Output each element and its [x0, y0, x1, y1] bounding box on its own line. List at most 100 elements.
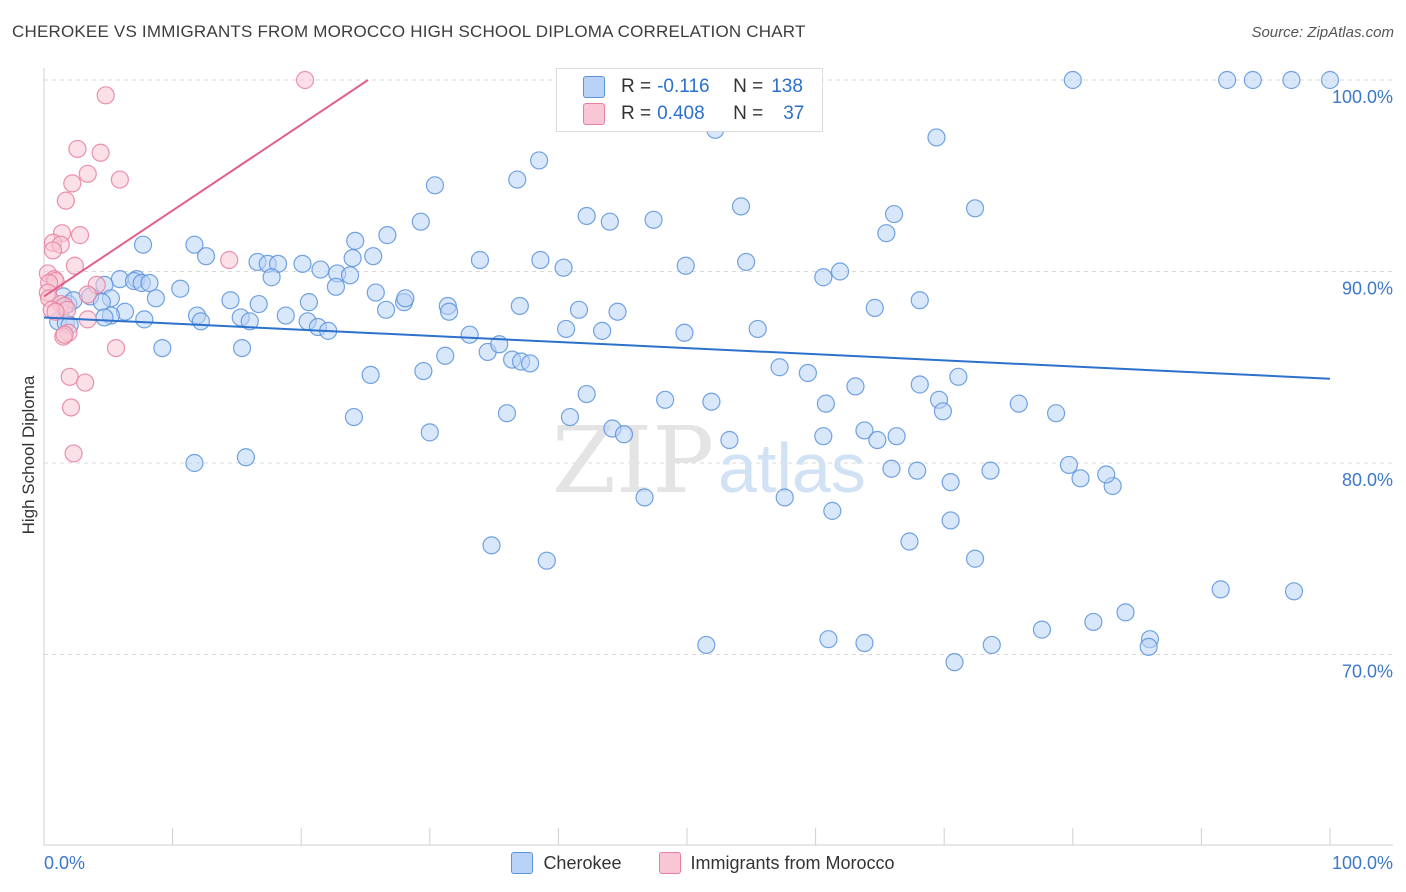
cherokee-point [577, 384, 596, 404]
r-value-morocco: 0.408 [657, 103, 705, 124]
cherokee-point [364, 247, 383, 266]
cherokee-point [1211, 580, 1230, 599]
cherokee-point [554, 258, 573, 277]
cherokee-point [941, 473, 960, 492]
cherokee-point [378, 226, 397, 245]
cherokee-point [775, 488, 794, 507]
cherokee-point [965, 199, 985, 218]
cherokee-point [537, 551, 556, 570]
n-label: N = [733, 103, 764, 124]
morocco-point [60, 367, 79, 386]
cherokee-point [293, 254, 312, 273]
r-value-cherokee: -0.116 [657, 76, 710, 97]
cherokee-point [910, 291, 929, 310]
cherokee-point [346, 231, 365, 250]
cherokee-point [855, 421, 874, 440]
cherokee-point [133, 235, 153, 254]
morocco-point [91, 143, 110, 162]
cherokee-point [460, 325, 479, 344]
cherokee-point [439, 302, 459, 321]
cherokee-point [1218, 70, 1237, 90]
cherokee-point [1139, 637, 1158, 656]
points-layer [38, 70, 1340, 672]
morocco-point [76, 373, 95, 392]
cherokee-point [697, 635, 716, 655]
watermark: ZIP atlas [552, 407, 866, 514]
chart-source: Source: ZipAtlas.com [1251, 24, 1394, 41]
morocco-point [63, 174, 82, 193]
cherokee-point [846, 377, 865, 396]
cherokee-point [1243, 70, 1262, 90]
n-label: N = [733, 76, 764, 97]
cherokee-point [146, 289, 165, 308]
x-tick-label: 100.0% [1332, 853, 1393, 873]
cherokee-point [153, 339, 172, 358]
cherokee-point [945, 653, 964, 672]
cherokee-point [593, 321, 612, 340]
cherokee-point [530, 151, 549, 170]
cherokee-point [720, 430, 739, 450]
cherokee-point [819, 630, 838, 649]
cherokee-point [236, 448, 256, 467]
cherokee-point [614, 425, 634, 444]
cherokee-point [798, 363, 817, 383]
cherokee-point [171, 279, 190, 298]
cherokee-point [411, 212, 430, 231]
morocco-point [64, 444, 83, 463]
cherokee-point [140, 273, 159, 293]
n-value-morocco: 37 [783, 103, 805, 124]
cherokee-point [635, 488, 654, 507]
morocco-point [78, 164, 97, 183]
cherokee-point [949, 367, 968, 386]
cherokee-point [884, 204, 904, 224]
cherokee-point [311, 260, 330, 279]
cherokee-point [240, 312, 259, 331]
cherokee-point [865, 298, 884, 317]
cherokee-point [577, 206, 596, 226]
cherokee-point [1284, 582, 1304, 601]
cherokee-point [497, 404, 517, 423]
cherokee-point [232, 339, 252, 358]
legend-swatch-cherokee [511, 852, 534, 874]
y-tick-label: 90.0% [1342, 279, 1393, 299]
cherokee-point [344, 407, 364, 427]
morocco-point [106, 339, 126, 358]
cherokee-point [185, 453, 204, 473]
stats-box: R = -0.116 N = 138 R = 0.408 N = 37 [556, 68, 823, 132]
legend-item-morocco[interactable]: Immigrants from Morocco [658, 852, 895, 874]
cherokee-point [326, 277, 346, 296]
cherokee-point [882, 459, 901, 478]
stats-row-cherokee: R = -0.116 N = 138 [583, 75, 803, 99]
cherokee-point [855, 633, 874, 653]
cherokee-point [1282, 70, 1301, 90]
svg-text:ZIP: ZIP [552, 407, 714, 514]
cherokee-point [816, 394, 835, 413]
cherokee-point [196, 247, 216, 266]
cherokee-point [702, 392, 721, 411]
morocco-swatch [583, 103, 605, 125]
morocco-point [46, 302, 65, 321]
y-tick-label: 70.0% [1342, 662, 1393, 682]
cherokee-point [1032, 620, 1052, 639]
cherokee-point [737, 252, 756, 272]
legend-label-cherokee: Cherokee [543, 852, 622, 873]
cherokee-point [965, 549, 985, 568]
cherokee-point [830, 262, 850, 281]
cherokee-point [1059, 455, 1079, 475]
cherokee-point [1071, 469, 1090, 488]
cherokee-point [1009, 394, 1028, 413]
cherokee-point [249, 294, 268, 314]
cherokee-point [482, 536, 501, 555]
n-value-cherokee: 138 [771, 76, 803, 97]
cherokee-point [340, 266, 360, 285]
cherokee-point [900, 532, 919, 551]
trend-layer [43, 79, 1331, 380]
cherokee-point [823, 501, 842, 520]
cherokee-point [420, 423, 439, 442]
cherokee-point [675, 323, 694, 342]
morocco-point [61, 398, 81, 417]
cherokee-point [425, 176, 445, 195]
r-label: R = [621, 76, 652, 97]
legend-item-cherokee[interactable]: Cherokee [511, 852, 621, 874]
